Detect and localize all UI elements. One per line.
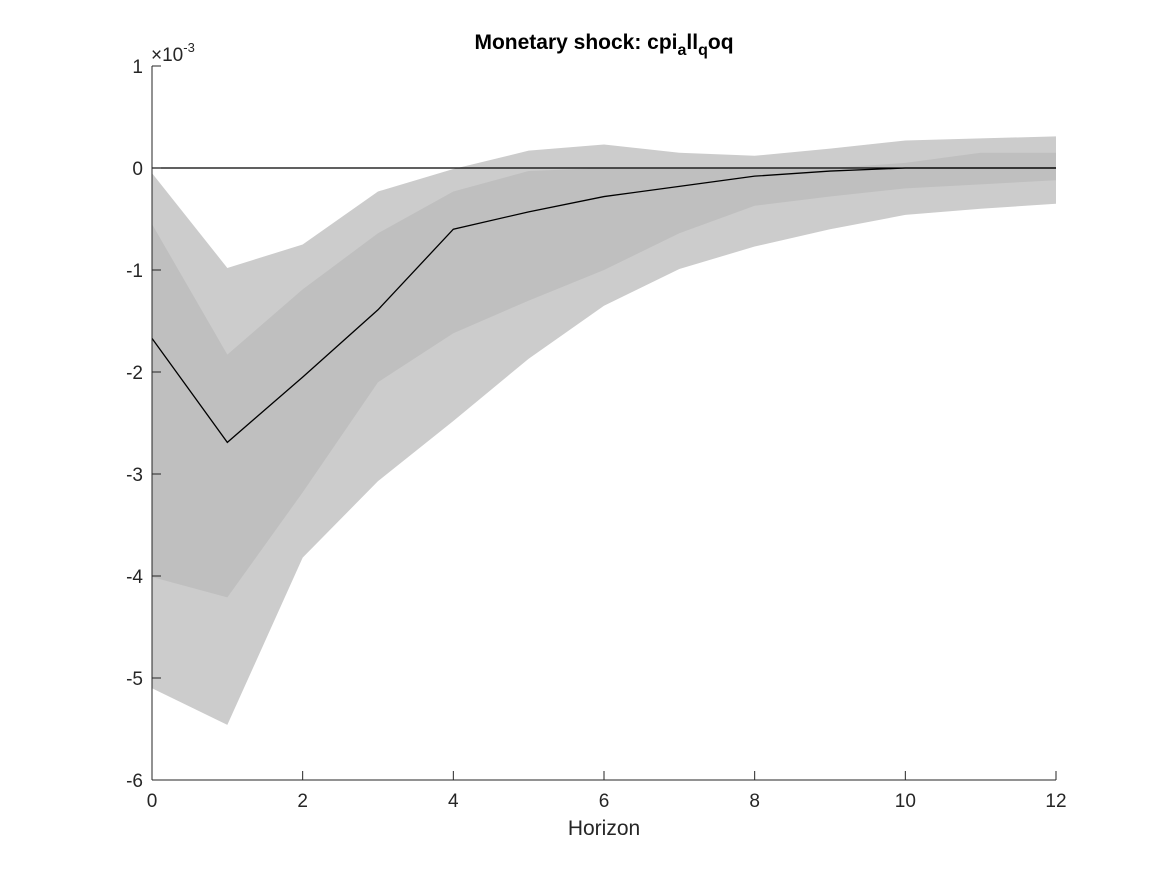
x-tick-label: 10	[895, 791, 916, 812]
x-tick-label: 4	[448, 791, 459, 812]
y-exponent-label: ×10-3	[151, 40, 195, 66]
chart-title: Monetary shock: cpiallqoq	[474, 31, 733, 59]
y-tick-label: -1	[126, 261, 143, 282]
median-response-line	[151, 167, 1056, 444]
y-tick-label: 0	[132, 159, 143, 180]
confidence-bands	[152, 136, 1056, 725]
chart-lines	[151, 167, 1056, 444]
y-tick-label: 1	[132, 57, 143, 78]
axes	[151, 65, 1057, 781]
x-tick-label: 2	[297, 791, 308, 812]
inner-confidence-band	[152, 152, 1056, 598]
x-axis-label: Horizon	[568, 817, 640, 840]
y-tick-label: -4	[126, 567, 143, 588]
x-tick-label: 6	[599, 791, 610, 812]
x-tick-label: 0	[147, 791, 158, 812]
y-tick-label: -6	[126, 771, 143, 792]
x-tick-label: 8	[749, 791, 760, 812]
y-tick-label: -5	[126, 669, 143, 690]
y-tick-label: -2	[126, 363, 143, 384]
y-tick-label: -3	[126, 465, 143, 486]
x-tick-label: 12	[1045, 791, 1066, 812]
